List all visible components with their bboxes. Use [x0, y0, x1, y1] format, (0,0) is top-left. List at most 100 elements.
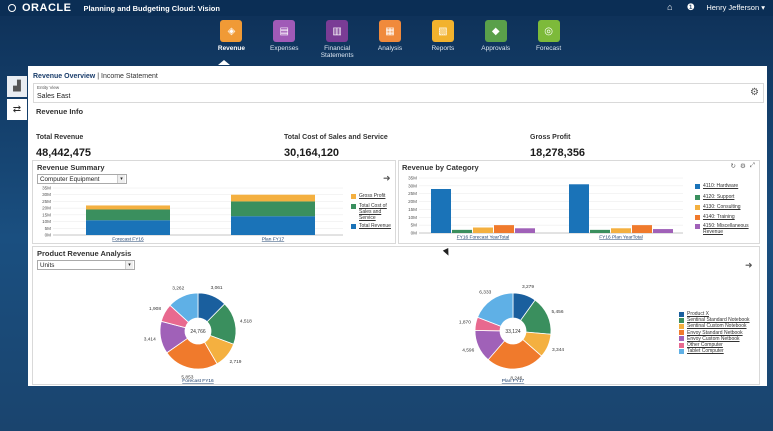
category-bar-4120-support[interactable]: [590, 229, 610, 233]
pie-data-label: 6,333: [479, 290, 491, 296]
nav-label: Analysis: [377, 45, 403, 52]
legend-label: Total Cost of Sales and Service: [359, 203, 387, 221]
legend-item[interactable]: Total Cost of Sales and Service: [351, 203, 393, 221]
legend-item[interactable]: Tablet Computer: [679, 348, 759, 354]
legend-item[interactable]: Total Revenue: [351, 223, 393, 229]
legend-item[interactable]: Envoy Custom Netbook: [679, 336, 759, 342]
category-x-label[interactable]: FY16 Forecast YearTotal: [457, 235, 510, 241]
analysis-icon: ▦: [379, 20, 401, 42]
nav-label: Financial Statements: [320, 45, 354, 59]
settings-icon[interactable]: ⚙: [739, 163, 746, 170]
pie-total: 24,766: [190, 329, 206, 335]
pie-slice-envoy-standard-netbook[interactable]: [487, 339, 543, 370]
summary-y-tick: 20M: [42, 206, 51, 211]
arrow-right-icon[interactable]: ➜: [745, 260, 753, 270]
pie-title[interactable]: Plan FY17: [502, 378, 525, 384]
summary-bar-gross-profit[interactable]: [86, 205, 170, 210]
pie-data-label: 1,870: [459, 320, 471, 326]
summary-x-label[interactable]: Plan FY17: [262, 237, 285, 243]
nav-tab-reports[interactable]: ▧ Reports: [416, 20, 469, 59]
nav-tab-approvals[interactable]: ◆ Approvals: [469, 20, 522, 59]
product-line-select[interactable]: Computer Equipment ▾: [37, 174, 127, 184]
legend-item[interactable]: 4110: Hardware: [695, 183, 757, 189]
help-icon[interactable]: ❶: [686, 2, 695, 12]
category-bar-4150-miscellaneous-revenue[interactable]: [515, 228, 535, 233]
pie-slice-tablet-computer[interactable]: [169, 292, 199, 323]
legend-item[interactable]: Other Computer: [679, 342, 759, 348]
user-menu[interactable]: Henry Jefferson ▾: [706, 3, 765, 12]
home-icon[interactable]: ⌂: [667, 2, 673, 12]
tab-income-statement[interactable]: Income Statement: [101, 73, 158, 80]
summary-bar-total-cost-of-sales-and-service[interactable]: [231, 201, 315, 217]
nav-label: Revenue: [217, 45, 245, 52]
oracle-logo-icon: [8, 4, 16, 12]
summary-x-label[interactable]: Forecast FY16: [112, 237, 144, 243]
legend-item[interactable]: 4120: Support: [695, 194, 757, 200]
gear-icon[interactable]: ⚙: [750, 87, 759, 98]
summary-y-tick: 0M: [45, 233, 52, 238]
pie-slice-tablet-computer[interactable]: [477, 292, 514, 327]
revenue-summary-panel: Revenue Summary Computer Equipment ▾ ➜ 0…: [32, 160, 396, 244]
active-tab-indicator: [218, 60, 230, 65]
legend-label: Product X: [687, 311, 709, 317]
legend-swatch: [679, 330, 684, 336]
refresh-icon[interactable]: ↻: [730, 163, 736, 170]
legend-item[interactable]: Product X: [679, 311, 759, 317]
summary-bar-gross-profit[interactable]: [231, 194, 315, 202]
pie-data-label: 3,061: [211, 285, 223, 291]
legend-item[interactable]: Sentinal Custom Notebook: [679, 323, 759, 329]
financial-statements-icon: ▥: [326, 20, 349, 42]
oracle-logo: ORACLE: [22, 2, 72, 14]
tab-revenue-overview[interactable]: Revenue Overview: [33, 73, 96, 80]
legend-label: 4150: Miscellaneous Revenue: [703, 223, 749, 235]
legend-item[interactable]: Sentinal Standard Notebook: [679, 317, 759, 323]
summary-y-tick: 5M: [45, 226, 52, 231]
arrow-right-icon[interactable]: ➜: [383, 173, 391, 183]
legend-swatch: [679, 342, 684, 348]
category-bar-4110-hardware[interactable]: [569, 184, 589, 233]
pie-data-label: 5,456: [552, 309, 564, 315]
category-x-label[interactable]: FY16 Plan YearTotal: [599, 235, 642, 241]
chevron-down-icon: ▾: [125, 261, 133, 269]
category-bar-4130-consulting[interactable]: [611, 228, 631, 233]
chevron-down-icon: ▾: [117, 175, 125, 183]
legend-label: Sentinal Custom Notebook: [687, 323, 747, 330]
legend-item[interactable]: 4150: Miscellaneous Revenue: [695, 223, 757, 235]
summary-bar-total-revenue[interactable]: [86, 220, 170, 235]
legend-item[interactable]: 4140: Training: [695, 214, 757, 220]
nav-tab-financial-statements[interactable]: ▥ Financial Statements: [311, 20, 364, 59]
pie-data-label: 2,719: [229, 359, 241, 365]
category-bar-4150-miscellaneous-revenue[interactable]: [653, 229, 673, 233]
legend-swatch: [679, 336, 684, 342]
category-bar-4110-hardware[interactable]: [431, 189, 451, 233]
pie-title[interactable]: Forecast FY16: [182, 378, 214, 384]
pie-data-label: 3,279: [522, 284, 534, 290]
side-tab-chart[interactable]: ▟: [7, 76, 27, 97]
measure-select[interactable]: Units ▾: [37, 260, 135, 270]
nav-tab-analysis[interactable]: ▦ Analysis: [364, 20, 417, 59]
legend-swatch: [679, 311, 684, 317]
summary-y-tick: 15M: [42, 212, 51, 217]
revenue-by-category-title: Revenue by Category: [402, 163, 479, 172]
breadcrumb: Revenue Overview | Income Statement: [33, 73, 158, 80]
legend-item[interactable]: Gross Profit: [351, 193, 393, 199]
legend-swatch: [695, 223, 700, 229]
legend-item[interactable]: Envoy Standard Netbook: [679, 330, 759, 336]
category-bar-4140-training[interactable]: [494, 225, 514, 233]
side-tab-overview[interactable]: ⇄: [7, 99, 27, 120]
expand-icon[interactable]: ⤢: [749, 162, 755, 169]
category-bar-4120-support[interactable]: [452, 229, 472, 233]
nav-tab-expenses[interactable]: ▤ Expenses: [258, 20, 311, 59]
summary-bar-total-cost-of-sales-and-service[interactable]: [86, 209, 170, 221]
pie-total: 33,124: [505, 329, 521, 335]
nav-tab-forecast[interactable]: ◎ Forecast: [522, 20, 575, 59]
legend-label: Total Revenue: [359, 223, 391, 229]
summary-bar-total-revenue[interactable]: [231, 216, 315, 235]
category-bar-4130-consulting[interactable]: [473, 227, 493, 234]
entity-view-selector[interactable]: Entity View Sales East ⚙: [33, 83, 764, 103]
nav-tab-revenue[interactable]: ◈ Revenue: [205, 20, 258, 59]
category-bar-4140-training[interactable]: [632, 225, 652, 233]
measure-select-value: Units: [40, 262, 55, 269]
legend-item[interactable]: 4130: Consulting: [695, 204, 757, 210]
